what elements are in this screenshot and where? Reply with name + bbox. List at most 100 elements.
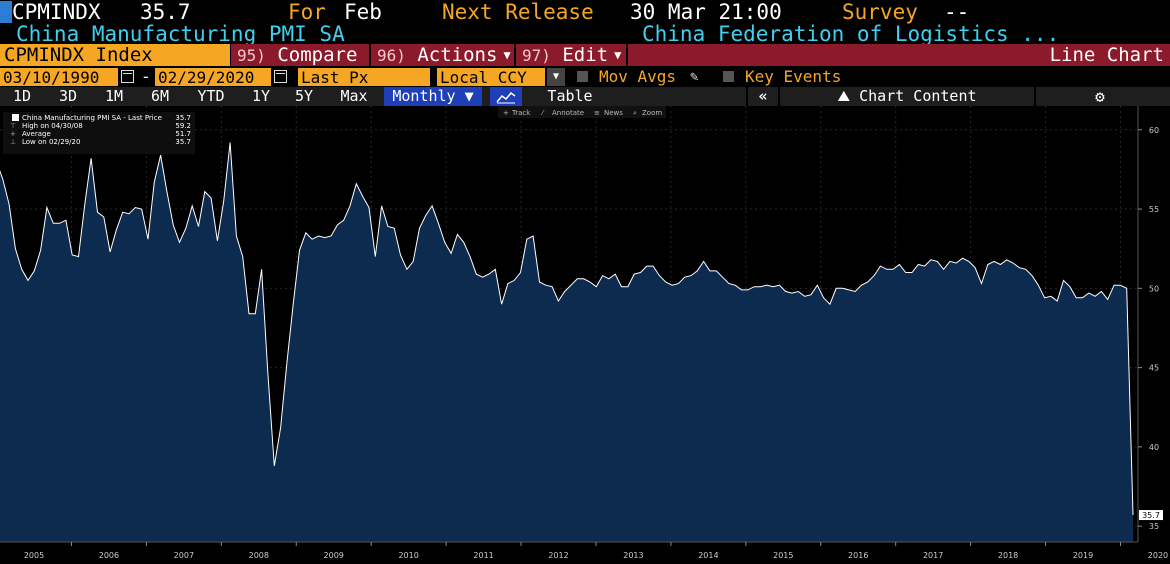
track-tool[interactable]: Track (511, 109, 531, 117)
collapse-icon[interactable]: « (758, 87, 768, 105)
frequency-label: Monthly (392, 87, 456, 105)
legend-avg-value: 51.7 (175, 130, 191, 138)
edit-number: 97) (522, 46, 551, 65)
actions-button[interactable]: 96) Actions ▼ (371, 44, 514, 66)
currency-dropdown-icon[interactable]: ▼ (547, 68, 565, 86)
mov-avgs-label: Mov Avgs (599, 67, 677, 86)
series-area-fill (0, 142, 1133, 542)
actions-label: Actions (417, 44, 498, 66)
data-source: China Federation of Logistics ... (642, 22, 1060, 46)
key-events-label: Key Events (745, 67, 842, 86)
chart-legend: China Manufacturing PMI SA - Last Price … (3, 112, 195, 154)
survey-label: Survey (842, 0, 918, 24)
legend-avg-icon: + (10, 130, 16, 138)
news-tool[interactable]: News (604, 109, 623, 117)
security-field[interactable]: CPMINDX Index (0, 44, 230, 66)
legend-low-icon: ⊥ (10, 138, 16, 146)
start-calendar-icon[interactable] (121, 70, 134, 83)
legend-high-value: 59.2 (175, 122, 191, 130)
for-period: Feb (344, 0, 382, 24)
ticker-marker (0, 1, 12, 23)
period-5y[interactable]: 5Y (294, 87, 314, 105)
y-tick-label: 35 (1149, 522, 1159, 531)
security-name: China Manufacturing PMI SA (16, 22, 345, 46)
x-tick-label: 2008 (249, 551, 269, 560)
chart-content-button[interactable]: ⛰ Chart Content (782, 87, 1032, 106)
x-tick-label: 2005 (24, 551, 44, 560)
end-calendar-icon[interactable] (274, 70, 287, 83)
legend-high-label: High on 04/30/08 (22, 122, 83, 130)
x-tick-label: 2019 (1073, 551, 1093, 560)
y-tick-label: 40 (1149, 443, 1159, 452)
compare-button[interactable]: 95) Compare (231, 44, 369, 66)
last-value-marker (1139, 510, 1163, 521)
frequency-select[interactable]: Monthly ▼ (384, 87, 482, 106)
for-label: For (288, 0, 326, 24)
mov-avgs-checkbox[interactable] (577, 71, 588, 82)
edit-caret-icon: ▼ (614, 48, 622, 62)
legend-series-value: 35.7 (175, 114, 191, 122)
line-chart-icon[interactable] (490, 87, 522, 106)
x-tick-label: 2015 (773, 551, 793, 560)
field-select[interactable]: Last Px (298, 68, 430, 87)
pmi-chart: 35 40 45 50 55 60 35.7 2005 2006 2007 2008 2009 201… (0, 106, 1170, 564)
chart-content-label: Chart Content (859, 87, 977, 105)
survey-value: -- (944, 0, 970, 24)
last-value: 35.7 (140, 0, 191, 24)
actions-caret-icon: ▼ (503, 48, 511, 62)
edit-button[interactable]: 97) Edit ▼ (516, 44, 626, 66)
news-icon[interactable]: ≡ (594, 109, 600, 117)
table-button[interactable]: Table (547, 87, 593, 105)
x-tick-label: 2010 (398, 551, 418, 560)
x-tick-label: 2011 (473, 551, 493, 560)
period-ytd[interactable]: YTD (197, 87, 225, 105)
period-6m[interactable]: 6M (150, 87, 170, 105)
frequency-caret-icon: ▼ (464, 87, 474, 105)
options-bar: 03/10/1990 - 02/29/2020 Last Px Local CC… (0, 67, 1170, 87)
chart-tools-bar (498, 106, 666, 118)
security-header: CPMINDX 35.7 For Feb Next Release 30 Mar… (0, 0, 1170, 24)
menu-bar: CPMINDX Index 95) Compare 96) Actions ▼ 9… (0, 44, 1170, 66)
end-date-input[interactable]: 02/29/2020 (155, 68, 271, 87)
currency-select[interactable]: Local CCY (437, 68, 545, 87)
legend-box (3, 112, 195, 154)
x-tick-label: 2017 (923, 551, 943, 560)
legend-high-icon: ⊤ (10, 122, 16, 130)
next-release-date: 30 Mar 21:00 (630, 0, 782, 24)
toolbar-divider (1034, 87, 1036, 106)
x-tick-label: 2007 (174, 551, 194, 560)
period-1m[interactable]: 1M (104, 87, 124, 105)
key-events-checkbox[interactable] (723, 71, 734, 82)
compare-number: 95) (237, 46, 266, 65)
line-chart-glyph (496, 91, 516, 104)
zoom-tool[interactable]: Zoom (642, 109, 662, 117)
pencil-icon[interactable]: ✎ (690, 69, 699, 85)
toolbar-divider (746, 87, 748, 106)
period-1d[interactable]: 1D (12, 87, 32, 105)
x-tick-label: 2012 (548, 551, 568, 560)
x-tick-label: 2018 (998, 551, 1018, 560)
x-tick-label: 2013 (623, 551, 643, 560)
period-1y[interactable]: 1Y (251, 87, 271, 105)
zoom-icon[interactable]: ⌕ (633, 109, 637, 117)
x-tick-label: 2014 (698, 551, 718, 560)
y-tick-label: 55 (1149, 205, 1159, 214)
settings-gear-icon[interactable]: ⚙ (1095, 87, 1105, 106)
ticker: CPMINDX (12, 0, 101, 24)
track-icon[interactable]: + (503, 109, 509, 117)
x-axis: 2005 2006 2007 2008 2009 2010 2011 2012 2013 2014… (0, 541, 1168, 560)
line-chart-label: Line Chart (1049, 44, 1164, 66)
x-tick-label: 2006 (99, 551, 119, 560)
annotate-icon[interactable]: ⁄ (540, 109, 545, 117)
view-type-label: Line Chart (628, 44, 1170, 66)
security-subheader: China Manufacturing PMI SA China Federat… (0, 23, 1170, 45)
period-3d[interactable]: 3D (58, 87, 78, 105)
y-tick-label: 50 (1149, 284, 1159, 293)
annotate-tool[interactable]: Annotate (552, 109, 584, 117)
period-max[interactable]: Max (340, 87, 368, 105)
y-axis: 35 40 45 50 55 60 35.7 (1137, 106, 1163, 542)
start-date-input[interactable]: 03/10/1990 (0, 68, 118, 87)
y-tick-label: 45 (1149, 364, 1159, 373)
period-toolbar: 1D 3D 1M 6M YTD 1Y 5Y Max Monthly ▼ Tabl… (0, 87, 1170, 106)
last-value-label: 35.7 (1142, 511, 1160, 520)
